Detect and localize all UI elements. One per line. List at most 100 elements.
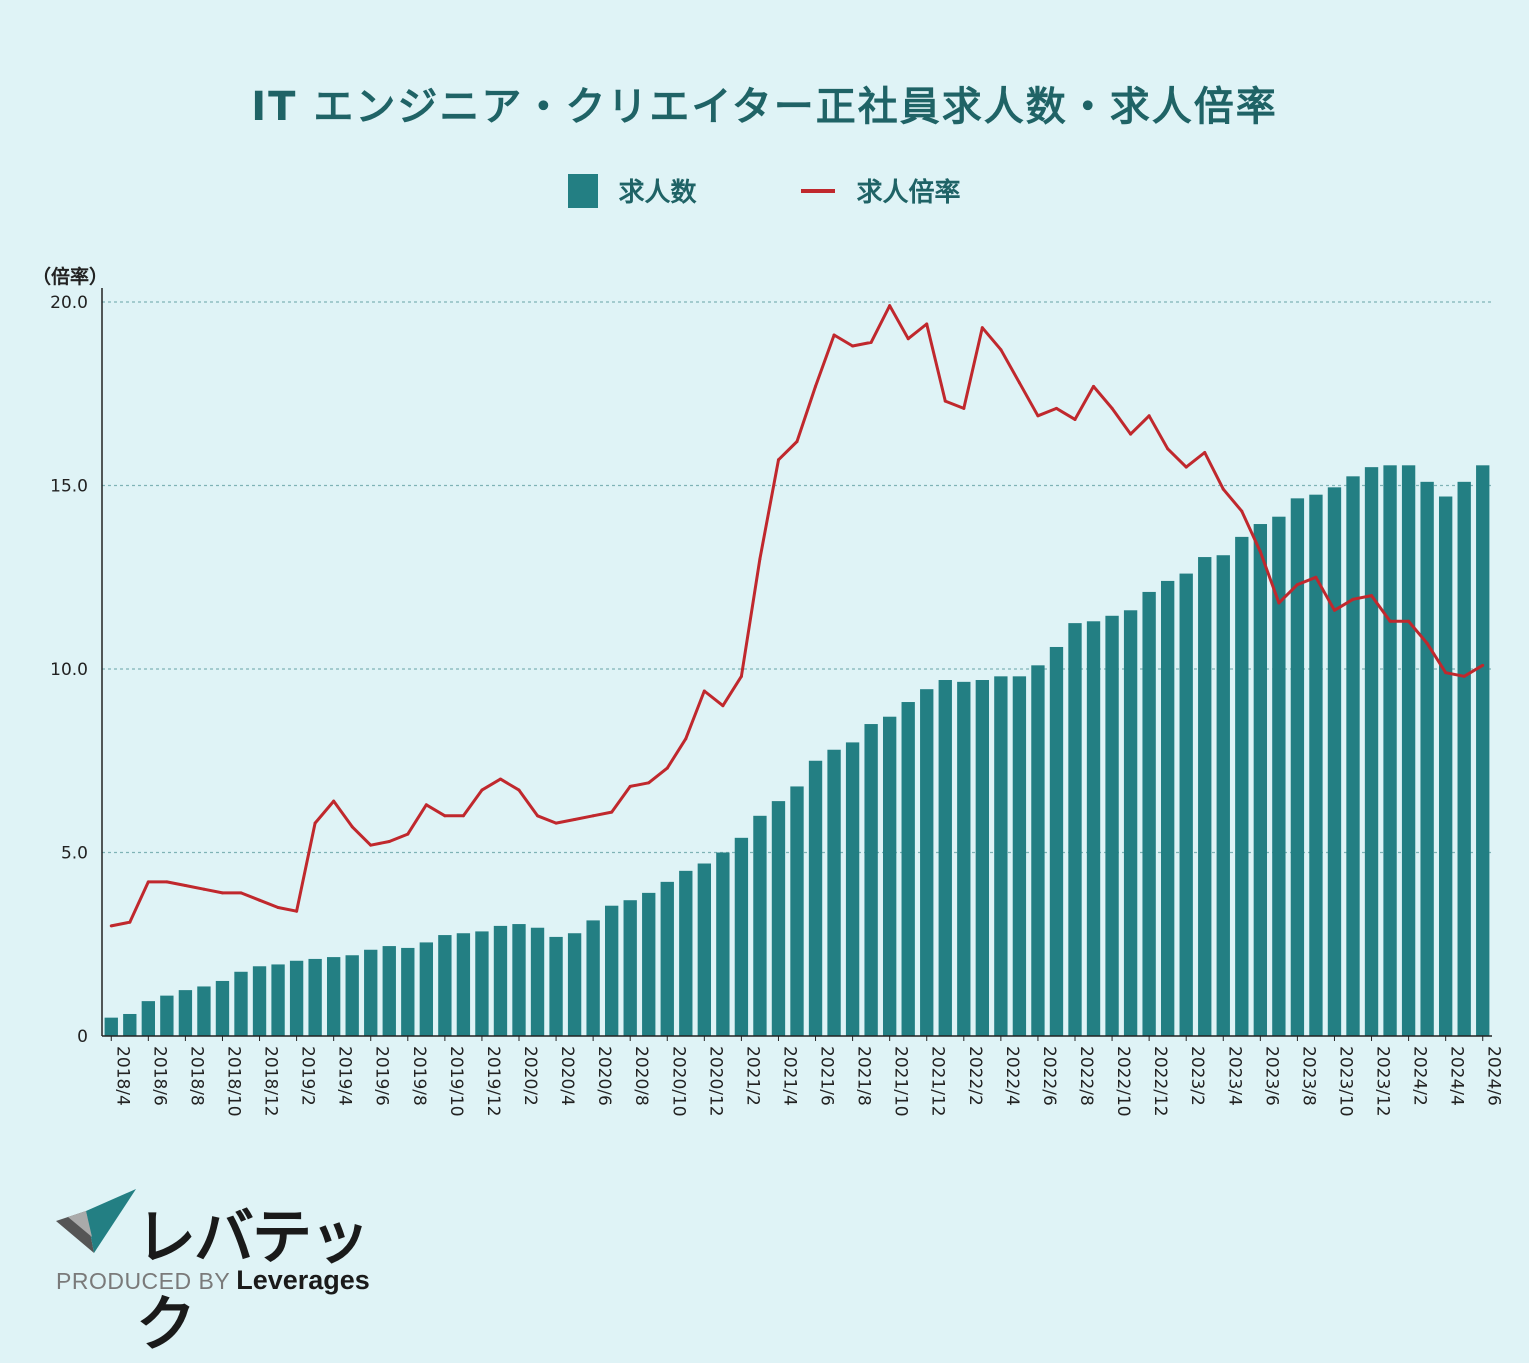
x-tick-label: 2023/8 (1298, 1046, 1318, 1106)
line-point (999, 348, 1003, 352)
bar (716, 852, 730, 1036)
line-point (1147, 414, 1151, 418)
line-point (702, 689, 706, 693)
x-tick-label: 2021/4 (779, 1046, 799, 1106)
bar (549, 936, 563, 1036)
x-tick-label: 2020/6 (594, 1046, 614, 1106)
bar (1012, 676, 1027, 1036)
line-point (313, 821, 317, 825)
line-point (109, 924, 113, 928)
bar (456, 933, 471, 1036)
bar (1198, 557, 1212, 1036)
x-tick-label: 2019/12 (483, 1046, 503, 1117)
bar (1031, 665, 1045, 1036)
bar (1179, 573, 1193, 1036)
legend-bar-swatch (568, 173, 599, 208)
line-point (758, 557, 762, 561)
legend-item-line: 求人倍率 (800, 172, 961, 209)
bar (734, 837, 749, 1036)
bar (1272, 516, 1286, 1036)
y-tick-label: 5.0 (61, 844, 88, 864)
bar (512, 924, 526, 1036)
bar (1383, 465, 1397, 1036)
bar (493, 925, 508, 1036)
bar (104, 1017, 118, 1036)
line-point (980, 326, 984, 330)
bar (234, 971, 248, 1036)
line-point (943, 399, 947, 403)
line-point (962, 406, 966, 410)
line-point (1203, 450, 1207, 454)
x-tick-label: 2021/10 (891, 1046, 911, 1117)
bar (530, 927, 545, 1036)
bar (1438, 496, 1453, 1036)
bar (679, 870, 693, 1036)
line-point (1407, 619, 1411, 623)
line-point (350, 825, 354, 829)
line-point (369, 843, 373, 847)
bar (994, 676, 1008, 1036)
x-tick-label: 2019/4 (335, 1046, 355, 1106)
bar (882, 716, 897, 1036)
line-point (610, 810, 614, 814)
bar (827, 749, 841, 1036)
bar (1364, 467, 1379, 1036)
x-tick-label: 2018/10 (223, 1046, 243, 1117)
bar (271, 964, 285, 1036)
x-tick-label: 2018/8 (186, 1046, 206, 1106)
bar (1476, 465, 1490, 1036)
x-tick-label: 2022/12 (1150, 1046, 1170, 1117)
bar (160, 995, 174, 1036)
bar (1346, 476, 1360, 1036)
line-point (1054, 406, 1058, 410)
bar (808, 760, 823, 1036)
line-point (183, 884, 187, 888)
line-point (165, 880, 169, 884)
bar (604, 905, 619, 1036)
line-point (443, 814, 447, 818)
line-point (776, 458, 780, 462)
bar (1142, 591, 1156, 1036)
line-point (1240, 509, 1244, 513)
x-tick-label: 2023/2 (1187, 1046, 1207, 1106)
line-point (202, 887, 206, 891)
x-tick-label: 2020/2 (520, 1046, 540, 1106)
line-point (665, 766, 669, 770)
line-point (258, 898, 262, 902)
line-point (276, 906, 280, 910)
line-point (1036, 414, 1040, 418)
produced-by: PRODUCED BY Leverages (56, 1265, 370, 1296)
x-tick-label: 2019/2 (298, 1046, 318, 1106)
line-point (536, 814, 540, 818)
bar (660, 881, 674, 1036)
bar (364, 949, 378, 1036)
line-point (480, 788, 484, 792)
x-tick-label: 2023/4 (1224, 1046, 1244, 1106)
line-point (1351, 597, 1355, 601)
line-point (1332, 608, 1336, 612)
line-point (517, 788, 521, 792)
line-point (1295, 583, 1299, 587)
line-point (128, 920, 132, 924)
bar (197, 986, 211, 1036)
bar (1105, 615, 1119, 1036)
line-point (591, 814, 595, 818)
x-tick-label: 2020/4 (557, 1046, 577, 1106)
line-point (832, 333, 836, 337)
produced-by-label: PRODUCED BY (56, 1268, 231, 1294)
x-tick-label: 2022/8 (1076, 1046, 1096, 1106)
x-tick-label: 2021/2 (742, 1046, 762, 1106)
line-point (906, 337, 910, 341)
bar (586, 920, 600, 1036)
line-point (647, 781, 651, 785)
x-tick-label: 2022/2 (965, 1046, 985, 1106)
brand-name: レバテック (136, 1203, 370, 1360)
bar (1235, 536, 1249, 1036)
company-name: Leverages (236, 1265, 370, 1295)
bar (308, 958, 322, 1036)
x-tick-label: 2024/6 (1484, 1046, 1504, 1106)
x-tick-label: 2023/6 (1261, 1046, 1281, 1106)
line-point (573, 817, 577, 821)
bar (901, 702, 915, 1036)
line-point (1017, 381, 1021, 385)
